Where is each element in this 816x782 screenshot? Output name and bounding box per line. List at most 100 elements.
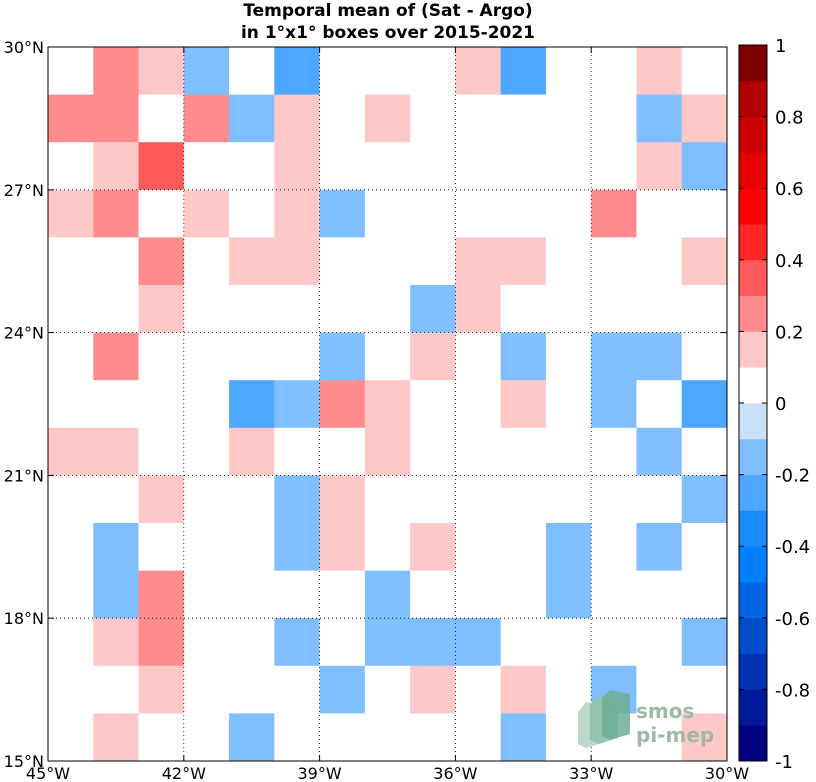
heatmap-cell-r0-c3 [183,47,230,95]
heatmap-cell-r1-c1 [93,94,139,143]
heatmap-cell-r4-c5 [274,237,320,286]
heatmap-cell-r14-c9 [455,713,502,762]
heatmap-cell-r5-c13 [636,285,683,333]
logo-text-pi-mep: pi-mep [636,723,714,747]
heatmap-cell-r5-c14 [681,285,728,333]
heatmap-cell-r10-c1 [93,523,139,571]
heatmap-cell-r12-c3 [183,618,230,667]
heatmap-cell-r3-c3 [183,189,230,238]
heatmap-cell-r0-c11 [545,47,592,95]
heatmap-cell-r13-c3 [183,665,230,714]
colorbar-tick-label-6: -0.2 [775,466,810,487]
heatmap-cell-r3-c7 [364,189,411,238]
grid-lines [48,47,727,761]
heatmap-cell-r1-c11 [545,94,592,143]
heatmap-cell-r2-c0 [48,142,94,191]
heatmap-cell-r6-c4 [229,332,275,381]
heatmap-cell-r0-c2 [138,47,185,95]
heatmap-cell-r14-c10 [500,713,547,762]
heatmap-cell-r13-c10 [500,665,547,714]
heatmap-cell-r6-c1 [93,332,139,381]
heatmap-cell-r11-c1 [93,570,139,619]
heatmap-cell-r9-c10 [500,475,547,524]
heatmap-cell-r13-c0 [48,665,94,714]
heatmap-cell-r1-c10 [500,94,547,143]
heatmap-cell-r5-c12 [591,285,637,333]
heatmap-cell-r2-c14 [681,142,728,191]
heatmap-cell-r0-c8 [410,47,456,95]
heatmap-cell-r12-c12 [591,618,637,667]
heatmap-cell-r7-c2 [138,380,185,429]
heatmap-cell-r9-c14 [681,475,728,524]
heatmap-cell-r1-c8 [410,94,456,143]
heatmap-cell-r2-c11 [545,142,592,191]
colorbar-tick-label-9: -0.8 [775,680,810,701]
heatmap-cell-r0-c0 [48,47,94,95]
heatmap-cell-r0-c13 [636,47,683,95]
heatmap-cell-r14-c0 [48,713,94,762]
heatmap-cell-r12-c7 [364,618,411,667]
heatmap-cell-r6-c13 [636,332,683,381]
heatmap-cell-r8-c2 [138,427,185,476]
colorbar-segment-8 [739,438,767,475]
heatmap-cell-r11-c13 [636,570,683,619]
heatmap-cell-r13-c9 [455,665,502,714]
heatmap-cell-r8-c10 [500,427,547,476]
heatmap-cell-r9-c3 [183,475,230,524]
heatmap-cell-r14-c7 [364,713,411,762]
heatmap-cell-r2-c9 [455,142,502,191]
heatmap-cell-r3-c14 [681,189,728,238]
colorbar-segment-12 [739,295,767,332]
y-tick-label-1: 18°N [4,609,44,628]
y-tick-label-2: 21°N [4,466,44,485]
heatmap-cell-r9-c4 [229,475,275,524]
heatmap-cell-r12-c5 [274,618,320,667]
heatmap-cell-r14-c3 [183,713,230,762]
heatmap-cell-r2-c10 [500,142,547,191]
heatmap-cell-r6-c3 [183,332,230,381]
heatmap-cell-r3-c0 [48,189,94,238]
heatmap-cell-r1-c5 [274,94,320,143]
heatmap-cell-r10-c6 [319,523,366,571]
heatmap-cell-r14-c5 [274,713,320,762]
heatmap-cell-r7-c7 [364,380,411,429]
x-tick-label-1: 42°W [162,764,206,782]
chart-title-line-1: Temporal mean of (Sat - Argo) [243,1,532,21]
heatmap-cell-r1-c14 [681,94,728,143]
colorbar [738,44,768,762]
heatmap-cell-r11-c9 [455,570,502,619]
heatmap-cell-r0-c5 [274,47,320,95]
heatmap-cell-r9-c7 [364,475,411,524]
chart-title-line-2: in 1°x1° boxes over 2015-2021 [241,23,535,43]
heatmap-cell-r12-c2 [138,618,185,667]
heatmap-cell-r7-c6 [319,380,366,429]
heatmap-cell-r0-c10 [500,47,547,95]
heatmap-cell-r2-c3 [183,142,230,191]
heatmap-cell-r5-c5 [274,285,320,333]
heatmap-cell-r3-c5 [274,189,320,238]
heatmap-cell-r11-c0 [48,570,94,619]
colorbar-segment-15 [739,188,767,225]
heatmap-cell-r7-c3 [183,380,230,429]
heatmap-cell-r14-c13 [636,713,683,762]
colorbar-tick-label-3: 0.4 [775,251,804,272]
heatmap-cell-r10-c0 [48,523,94,571]
heatmap-cell-r11-c11 [545,570,592,619]
colorbar-segment-3 [739,617,767,654]
heatmap-cell-r0-c9 [455,47,502,95]
heatmap-cell-r8-c12 [591,427,637,476]
heatmap-cell-r3-c12 [591,189,637,238]
colorbar-segment-2 [739,653,767,690]
heatmap-cell-r8-c0 [48,427,94,476]
heatmap-cell-r13-c4 [229,665,275,714]
heatmap-cell-r4-c14 [681,237,728,286]
heatmap-cell-r4-c2 [138,237,185,286]
y-tick-label-5: 30°N [4,38,44,57]
colorbar-tick-label-8: -0.6 [775,609,810,630]
heatmap-cell-r1-c2 [138,94,185,143]
heatmap-cell-r3-c1 [93,189,139,238]
heatmap-cell-r0-c6 [319,47,366,95]
heatmap-cell-r11-c7 [364,570,411,619]
colorbar-segment-14 [739,224,767,261]
heatmap-cell-r11-c6 [319,570,366,619]
